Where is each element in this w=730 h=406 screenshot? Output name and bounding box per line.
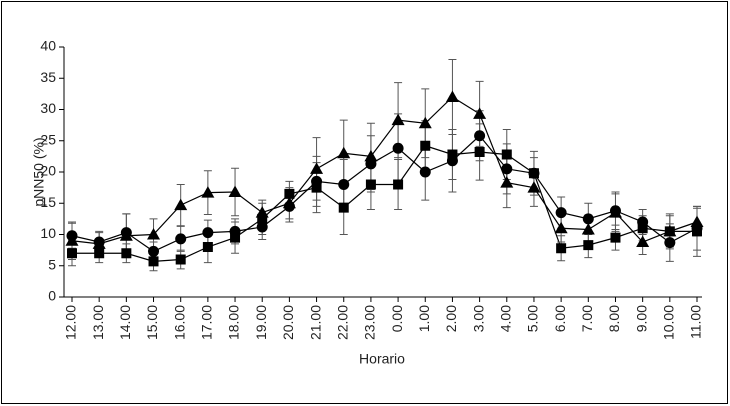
point [555,207,567,219]
point [474,130,486,142]
point [228,185,242,197]
x-tick-label: 18.00 [226,305,242,340]
y-tick-label: 5 [48,256,56,272]
x-tick-label: 1.00 [416,305,432,332]
point [365,179,376,190]
point [636,235,650,247]
x-tick-label: 15.00 [144,305,160,340]
point [556,243,567,254]
y-axis-label: pNN50 (%) [31,137,47,206]
x-tick-label: 23.00 [362,305,378,340]
point [94,248,105,259]
point [255,206,269,218]
point [582,213,594,225]
y-tick-label: 40 [40,38,56,54]
x-tick-label: 16.00 [171,305,187,340]
point [257,213,268,224]
point [174,198,188,211]
x-tick-label: 9.00 [633,305,649,332]
point [501,163,513,175]
point [608,206,622,218]
x-axis-label: Horario [359,351,405,367]
point [664,237,676,249]
point [418,116,432,129]
point [119,229,133,241]
point [392,142,404,154]
point [65,234,79,246]
point [420,140,431,151]
point [175,254,186,265]
x-tick-label: 22.00 [334,305,350,340]
point [637,223,648,234]
x-tick-label: 11.00 [688,305,704,339]
point [393,179,404,190]
point [473,107,487,119]
point [121,248,132,259]
y-tick-label: 10 [40,225,56,241]
point [445,90,459,102]
x-tick-label: 17.00 [199,305,215,340]
point [175,233,187,245]
x-tick-label: 13.00 [90,305,106,340]
y-tick-label: 0 [48,288,56,304]
x-tick-label: 8.00 [606,305,622,332]
point [447,149,458,160]
point [67,248,77,259]
point [311,182,322,193]
point [282,196,296,209]
point [528,168,539,179]
series-line [72,145,697,262]
point [501,149,512,160]
point [391,113,405,126]
x-tick-label: 6.00 [552,305,568,332]
series-line [71,134,698,253]
point [201,186,215,198]
point [310,162,324,174]
point [147,228,161,240]
point [148,245,160,257]
x-tick-label: 10.00 [661,305,677,340]
point [230,232,241,243]
y-tick-label: 15 [40,194,56,210]
point [92,237,106,249]
point [256,221,268,233]
x-tick-label: 2.00 [443,305,459,332]
point [474,147,485,157]
point [284,188,295,199]
x-tick-label: 19.00 [253,305,269,340]
point [338,179,350,190]
point [338,202,349,213]
x-tick-label: 4.00 [497,305,513,332]
x-tick-label: 5.00 [525,305,541,332]
point [583,240,594,251]
series-line [71,96,698,245]
x-tick-label: 0.00 [389,305,405,332]
x-tick-label: 3.00 [470,305,486,332]
point [692,226,702,237]
y-tick-label: 20 [40,163,56,179]
x-tick-label: 21.00 [307,305,323,340]
x-tick-label: 14.00 [117,305,133,340]
point [610,232,621,243]
point [500,176,514,188]
x-tick-label: 20.00 [280,305,296,340]
point [581,223,595,235]
point [554,221,568,234]
point [202,227,214,239]
x-tick-label: 12.00 [63,305,79,340]
point [364,149,378,162]
y-tick-label: 25 [40,131,56,147]
point [148,256,159,267]
point [527,181,541,193]
point [202,242,213,252]
x-tick-label: 7.00 [579,305,595,332]
point [690,215,704,227]
point [663,224,677,237]
point [419,166,431,178]
point [337,146,351,159]
y-tick-label: 30 [40,100,56,116]
y-tick-label: 35 [40,69,56,85]
